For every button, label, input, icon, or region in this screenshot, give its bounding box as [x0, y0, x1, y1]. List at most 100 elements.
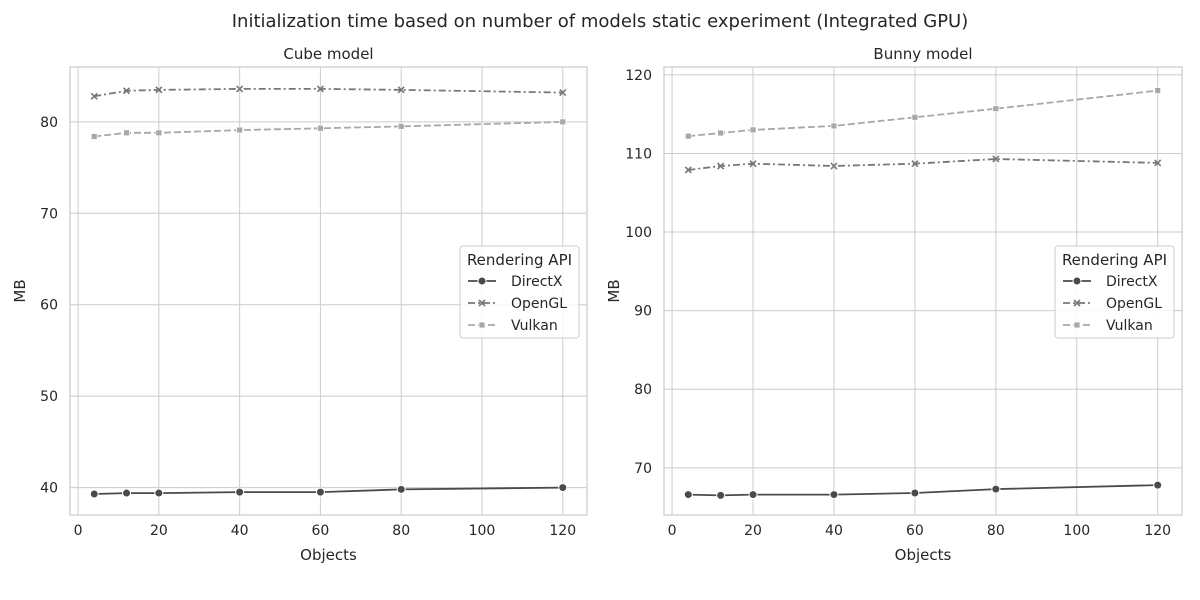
legend-marker: [478, 299, 486, 307]
data-point: [154, 488, 164, 498]
plot-area-frame: [69, 66, 588, 516]
series-opengl: [90, 85, 567, 100]
data-point: [684, 166, 692, 174]
data-point: [684, 132, 692, 140]
x-tick-label: 20: [150, 523, 168, 539]
data-point: [910, 488, 920, 498]
y-axis-label: MB: [11, 279, 29, 302]
legend-title: Rendering API: [1062, 251, 1167, 269]
legend-marker: [478, 321, 486, 329]
x-tick-label: 100: [469, 523, 496, 539]
legend-marker: [1073, 321, 1081, 329]
x-tick-label: 0: [668, 523, 677, 539]
data-point: [397, 86, 405, 94]
data-point: [317, 124, 324, 132]
grid-lines: [664, 67, 1182, 515]
chart-panel-bunny: 0 20 40 60 80 100 120 70 80 90 100 110 120 Bunny mode…: [605, 45, 1183, 564]
x-tick-label: 40: [825, 523, 843, 539]
y-tick-label: 100: [625, 225, 652, 241]
y-tick-label: 90: [634, 304, 652, 320]
legend-box: [1054, 245, 1175, 339]
legend: Rendering API DirectX OpenGL Vulkan: [1054, 245, 1175, 339]
data-point: [992, 105, 1000, 113]
y-tick-label: 110: [625, 146, 652, 162]
data-point: [236, 85, 244, 93]
legend-title: Rendering API: [467, 251, 572, 269]
legend-label: Vulkan: [511, 318, 558, 334]
data-point: [123, 129, 130, 137]
data-point: [830, 122, 838, 130]
data-point: [1153, 480, 1163, 490]
x-tick-label: 60: [906, 523, 924, 539]
x-tick-label: 40: [231, 523, 249, 539]
data-point: [717, 129, 725, 137]
y-tick-label: 70: [634, 461, 652, 477]
data-point: [991, 484, 1001, 494]
panel-title: Cube model: [283, 45, 373, 63]
x-tick-label: 120: [549, 523, 576, 539]
legend-marker: [1072, 276, 1082, 286]
series-line: [94, 121, 563, 138]
series-directx: [89, 483, 568, 499]
y-tick-label: 60: [40, 298, 58, 314]
data-point: [683, 490, 693, 500]
y-tick-label: 80: [40, 115, 58, 131]
y-tick-label: 40: [40, 481, 58, 497]
y-tick-label: 50: [40, 389, 58, 405]
data-point: [558, 483, 568, 493]
x-tick-label: 60: [312, 523, 330, 539]
x-axis-label: Objects: [895, 546, 952, 564]
legend-marker: [477, 276, 487, 286]
data-point: [122, 87, 131, 95]
data-point: [316, 85, 324, 93]
data-point: [829, 490, 839, 500]
data-point: [717, 162, 725, 170]
legend-box: [459, 245, 580, 339]
series-line: [688, 89, 1158, 138]
x-tick-label: 80: [392, 523, 410, 539]
data-point: [992, 155, 1000, 163]
data-point: [1154, 87, 1162, 94]
figure-title: Initialization time based on number of m…: [232, 11, 969, 32]
data-point: [1154, 159, 1162, 167]
x-tick-label: 120: [1144, 523, 1171, 539]
series-opengl: [684, 155, 1162, 174]
data-point: [397, 123, 405, 130]
series-vulkan: [684, 87, 1162, 140]
x-tick-label: 80: [987, 523, 1005, 539]
chart-panel-cube: 0 20 40 60 80 100 120 40 50 60 70 80 Cube model Objec…: [11, 45, 588, 564]
data-point: [396, 484, 406, 494]
data-point: [911, 113, 919, 121]
plot-area-frame: [663, 66, 1183, 516]
legend-label: OpenGL: [511, 296, 567, 312]
legend-label: Vulkan: [1106, 318, 1153, 334]
y-axis-label: MB: [605, 279, 623, 302]
data-point: [236, 126, 244, 134]
x-axis-label: Objects: [300, 546, 357, 564]
x-tick-label: 100: [1063, 523, 1090, 539]
series-line: [688, 484, 1158, 497]
data-point: [830, 162, 838, 170]
data-point: [749, 160, 757, 168]
series-line: [94, 486, 563, 495]
data-point: [748, 490, 758, 500]
data-point: [749, 126, 757, 134]
legend-marker: [1073, 299, 1081, 307]
series-directx: [683, 480, 1163, 500]
data-point: [559, 89, 567, 97]
data-point: [911, 160, 919, 168]
x-tick-label: 0: [74, 523, 83, 539]
y-tick-label: 80: [634, 382, 652, 398]
data-point: [716, 490, 726, 500]
data-point: [89, 489, 99, 499]
data-point: [155, 86, 163, 94]
y-tick-label: 120: [625, 68, 652, 84]
legend-label: DirectX: [511, 274, 563, 290]
series-vulkan: [90, 118, 567, 140]
data-point: [90, 92, 98, 100]
series-line: [688, 158, 1158, 171]
panel-title: Bunny model: [873, 45, 972, 63]
data-point: [235, 487, 245, 497]
legend: Rendering API DirectX OpenGL Vulkan: [459, 245, 580, 339]
